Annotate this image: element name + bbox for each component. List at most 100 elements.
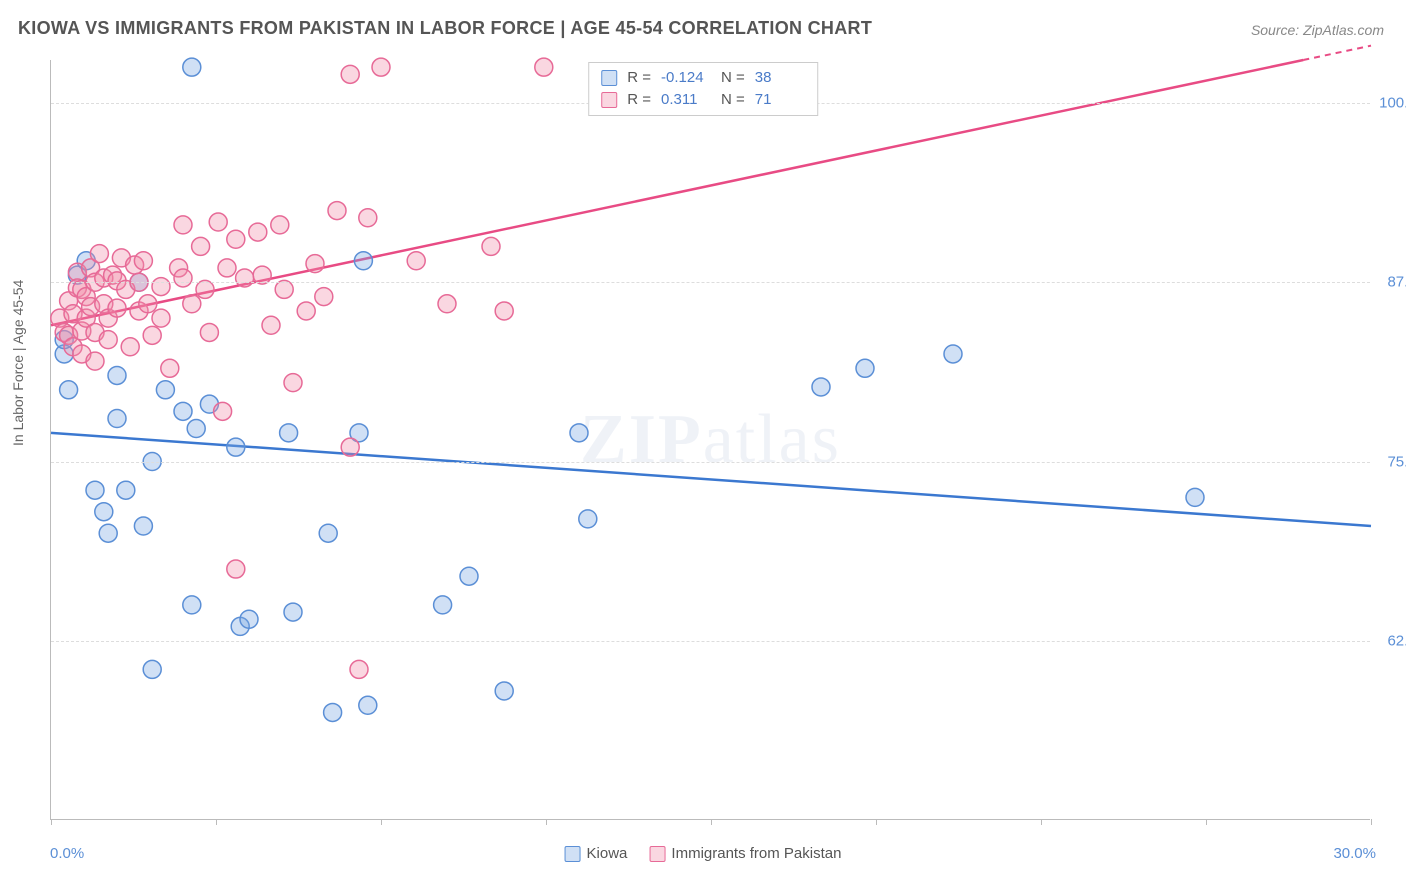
x-tick	[711, 819, 712, 825]
data-point-pakistan	[315, 288, 333, 306]
x-tick	[1371, 819, 1372, 825]
data-point-pakistan	[359, 209, 377, 227]
data-point-kiowa	[86, 481, 104, 499]
data-point-kiowa	[280, 424, 298, 442]
data-point-pakistan	[183, 295, 201, 313]
data-point-pakistan	[236, 269, 254, 287]
swatch-pakistan	[601, 92, 617, 108]
regression-line-kiowa	[51, 433, 1371, 526]
data-point-pakistan	[262, 316, 280, 334]
data-point-kiowa	[134, 517, 152, 535]
data-point-pakistan	[152, 278, 170, 296]
data-point-pakistan	[341, 65, 359, 83]
data-point-kiowa	[570, 424, 588, 442]
data-point-pakistan	[495, 302, 513, 320]
correlation-chart: KIOWA VS IMMIGRANTS FROM PAKISTAN IN LAB…	[0, 0, 1406, 892]
data-point-pakistan	[482, 237, 500, 255]
data-point-pakistan	[284, 374, 302, 392]
data-point-kiowa	[227, 438, 245, 456]
legend-label-pakistan: Immigrants from Pakistan	[671, 845, 841, 862]
data-point-pakistan	[297, 302, 315, 320]
x-tick	[876, 819, 877, 825]
swatch-kiowa	[565, 846, 581, 862]
data-point-kiowa	[60, 381, 78, 399]
x-tick	[1206, 819, 1207, 825]
x-tick	[51, 819, 52, 825]
data-point-kiowa	[95, 503, 113, 521]
data-point-pakistan	[249, 223, 267, 241]
source-credit: Source: ZipAtlas.com	[1251, 22, 1384, 38]
data-point-kiowa	[187, 420, 205, 438]
x-tick	[1041, 819, 1042, 825]
data-point-kiowa	[856, 359, 874, 377]
data-point-kiowa	[1186, 488, 1204, 506]
x-tick	[546, 819, 547, 825]
data-point-kiowa	[174, 402, 192, 420]
stats-legend: R = -0.124 N = 38 R = 0.311 N = 71	[588, 62, 818, 116]
data-point-kiowa	[117, 481, 135, 499]
stats-row-pakistan: R = 0.311 N = 71	[601, 89, 805, 111]
legend-label-kiowa: Kiowa	[587, 845, 628, 862]
data-point-pakistan	[214, 402, 232, 420]
r-label: R =	[627, 67, 651, 89]
chart-title: KIOWA VS IMMIGRANTS FROM PAKISTAN IN LAB…	[18, 18, 872, 39]
y-tick-label: 62.5%	[1375, 632, 1406, 649]
plot-svg	[51, 60, 1370, 819]
data-point-kiowa	[944, 345, 962, 363]
data-point-pakistan	[271, 216, 289, 234]
gridline-h	[51, 462, 1370, 463]
x-tick	[216, 819, 217, 825]
data-point-pakistan	[209, 213, 227, 231]
gridline-h	[51, 641, 1370, 642]
n-label: N =	[721, 89, 745, 111]
legend-item-kiowa: Kiowa	[565, 845, 628, 862]
data-point-pakistan	[200, 323, 218, 341]
swatch-kiowa	[601, 70, 617, 86]
data-point-kiowa	[240, 610, 258, 628]
data-point-kiowa	[108, 409, 126, 427]
data-point-kiowa	[108, 366, 126, 384]
n-value-kiowa: 38	[755, 67, 805, 89]
x-axis-min-label: 0.0%	[50, 845, 84, 862]
data-point-pakistan	[306, 255, 324, 273]
data-point-pakistan	[139, 295, 157, 313]
data-point-kiowa	[460, 567, 478, 585]
y-tick-label: 87.5%	[1375, 274, 1406, 291]
regression-line-dashed-pakistan	[1303, 46, 1371, 60]
data-point-kiowa	[183, 58, 201, 76]
x-axis-max-label: 30.0%	[1333, 845, 1376, 862]
r-value-kiowa: -0.124	[661, 67, 711, 89]
data-point-pakistan	[99, 331, 117, 349]
data-point-pakistan	[407, 252, 425, 270]
data-point-pakistan	[90, 245, 108, 263]
r-value-pakistan: 0.311	[661, 89, 711, 111]
data-point-pakistan	[341, 438, 359, 456]
data-point-pakistan	[372, 58, 390, 76]
data-point-pakistan	[350, 660, 368, 678]
data-point-kiowa	[354, 252, 372, 270]
data-point-pakistan	[227, 230, 245, 248]
n-value-pakistan: 71	[755, 89, 805, 111]
data-point-kiowa	[812, 378, 830, 396]
data-point-kiowa	[143, 660, 161, 678]
data-point-pakistan	[192, 237, 210, 255]
data-point-pakistan	[535, 58, 553, 76]
y-tick-label: 75.0%	[1375, 453, 1406, 470]
plot-area: ZIPatlas 62.5%75.0%87.5%100.0%	[50, 60, 1370, 820]
y-tick-label: 100.0%	[1375, 95, 1406, 112]
data-point-pakistan	[108, 299, 126, 317]
data-point-pakistan	[218, 259, 236, 277]
data-point-pakistan	[143, 326, 161, 344]
data-point-kiowa	[156, 381, 174, 399]
r-label: R =	[627, 89, 651, 111]
data-point-kiowa	[183, 596, 201, 614]
gridline-h	[51, 282, 1370, 283]
data-point-pakistan	[152, 309, 170, 327]
data-point-pakistan	[86, 352, 104, 370]
data-point-kiowa	[359, 696, 377, 714]
data-point-pakistan	[438, 295, 456, 313]
n-label: N =	[721, 67, 745, 89]
series-legend: Kiowa Immigrants from Pakistan	[565, 845, 842, 862]
legend-item-pakistan: Immigrants from Pakistan	[649, 845, 841, 862]
data-point-kiowa	[319, 524, 337, 542]
